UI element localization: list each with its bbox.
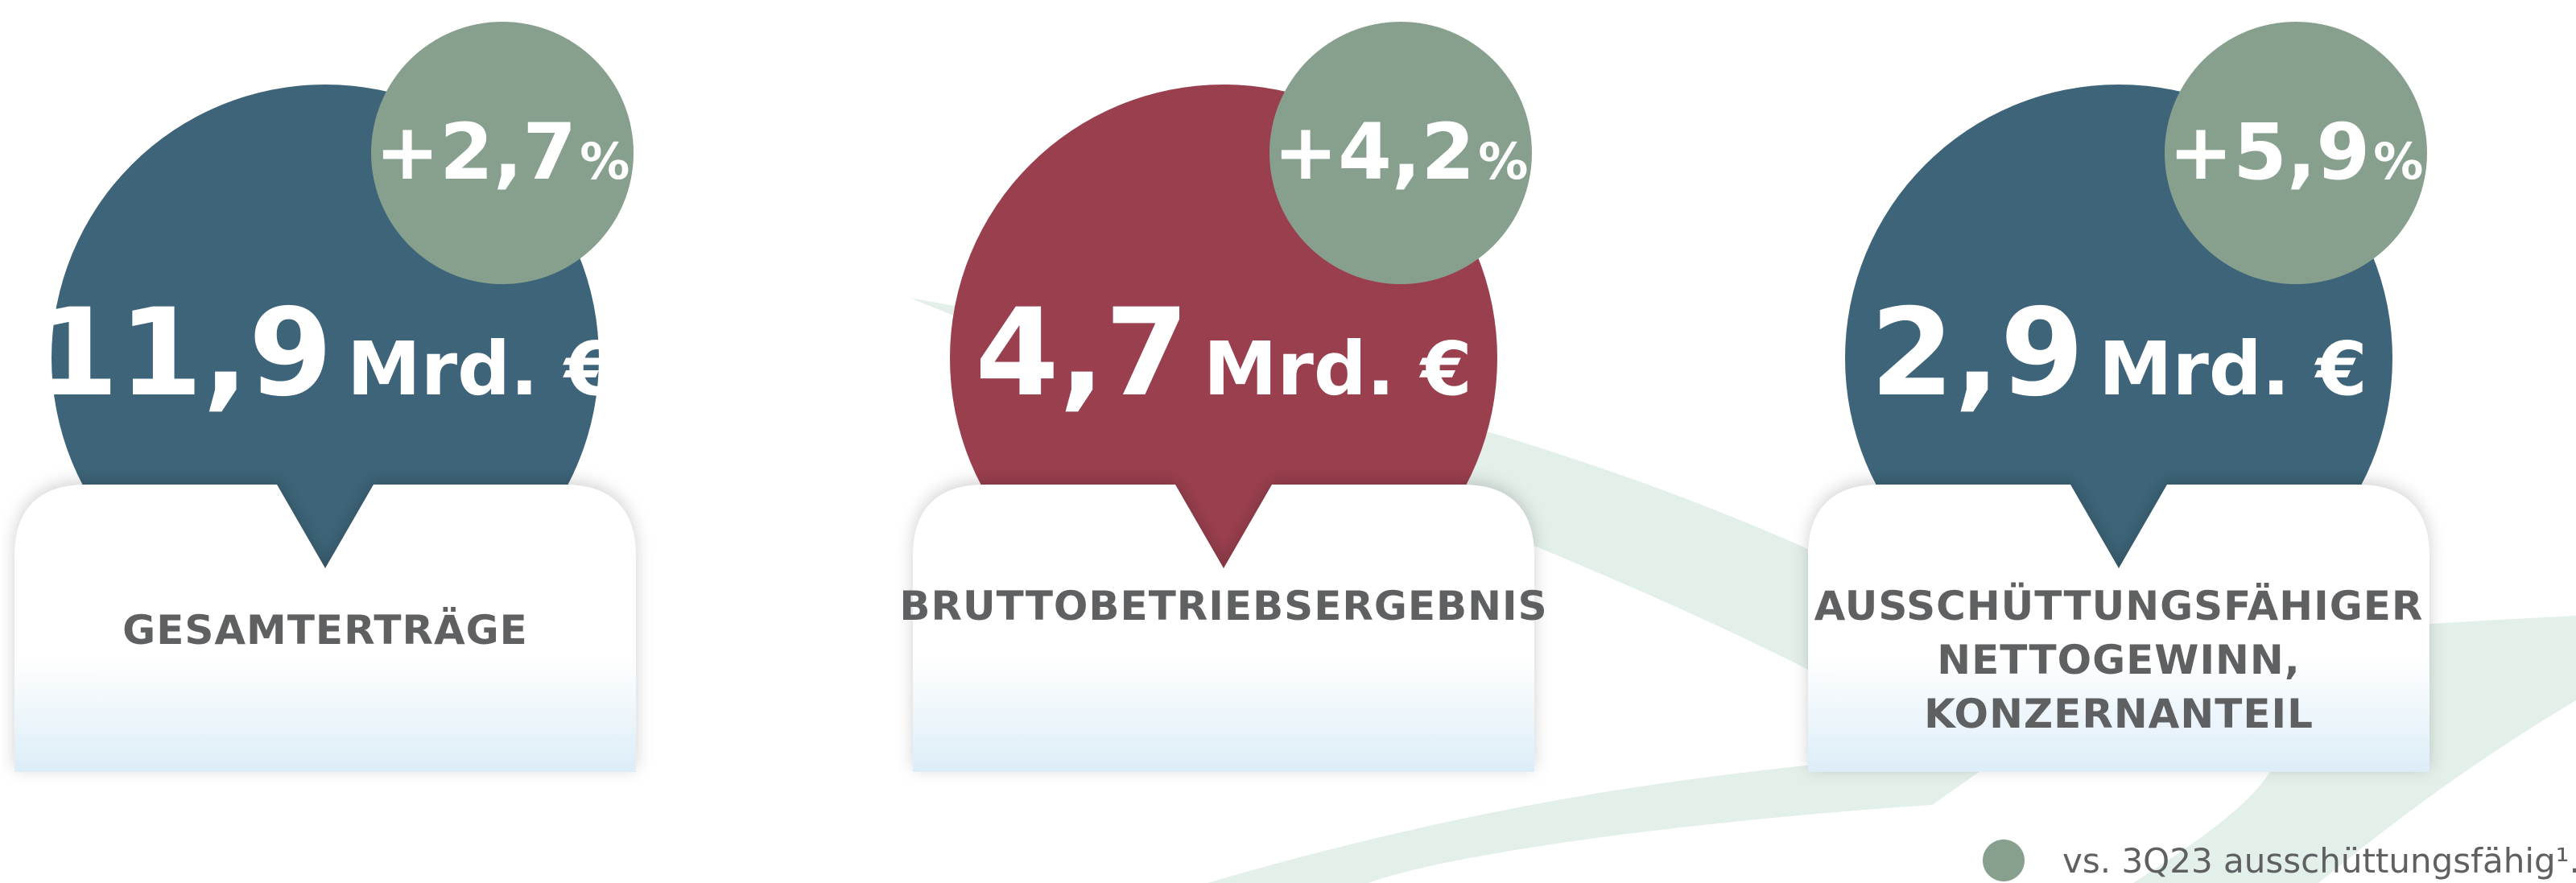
value-unit: Mrd. €	[347, 326, 616, 412]
value-number: 4,7	[975, 283, 1189, 423]
label-line: BRUTTOBETRIEBSERGEBNIS	[899, 583, 1547, 629]
legend-dot	[1983, 840, 2025, 881]
label-box	[913, 485, 1534, 772]
value: 2,9 Mrd. €	[1870, 283, 2368, 423]
change: +5,9%	[2169, 107, 2424, 197]
change-unit: %	[2373, 132, 2423, 191]
label-box	[1808, 485, 2429, 772]
change: +2,7%	[375, 107, 630, 197]
background-swoosh	[1208, 749, 2013, 883]
change-unit: %	[580, 132, 630, 191]
change-bubble	[2165, 22, 2427, 284]
change-bubble	[371, 22, 634, 284]
value-unit: Mrd. €	[2099, 326, 2368, 412]
change-unit: %	[1478, 132, 1528, 191]
change: +4,2%	[1274, 107, 1529, 197]
change-number: +5,9	[2169, 107, 2371, 197]
footnote: vs. 3Q23 ausschüttungsfähig¹.	[2062, 841, 2576, 881]
card: 4,7 Mrd. € +4,2% BRUTTOBETRIEBSERGEBNIS	[899, 22, 1547, 772]
label-line: NETTOGEWINN,	[1937, 637, 2301, 683]
value: 11,9 Mrd. €	[35, 283, 616, 423]
change-number: +2,7	[375, 107, 577, 197]
value-number: 11,9	[35, 283, 332, 423]
label-line: KONZERNANTEIL	[1924, 691, 2314, 737]
value-unit: Mrd. €	[1203, 326, 1472, 412]
value: 4,7 Mrd. €	[975, 283, 1472, 423]
value-number: 2,9	[1870, 283, 2084, 423]
change-bubble	[1269, 22, 1532, 284]
card: 2,9 Mrd. € +5,9% AUSSCHÜTTUNGSFÄHIGER NETTOG…	[1808, 22, 2429, 772]
change-number: +4,2	[1274, 107, 1476, 197]
label-line: GESAMTERTRÄGE	[122, 607, 528, 654]
card: 11,9 Mrd. € +2,7% GESAMTERTRÄGE	[14, 22, 636, 772]
label-line: AUSSCHÜTTUNGSFÄHIGER	[1814, 582, 2424, 629]
label-box	[14, 485, 636, 772]
